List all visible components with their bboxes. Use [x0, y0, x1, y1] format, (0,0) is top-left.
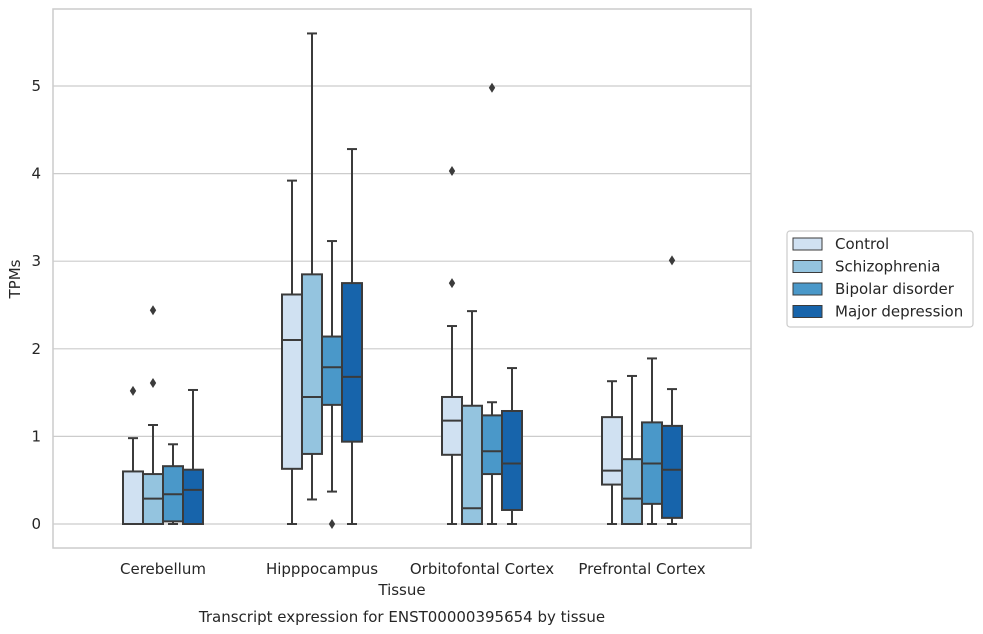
box-iqr [341, 282, 363, 443]
box-bipolar-disorder [162, 443, 184, 525]
legend-frame [786, 230, 974, 328]
x-axis-ticks: Cerebellum Hipppocampus Orbitofontal Corte… [120, 560, 706, 578]
legend-label: Control [835, 235, 889, 253]
x-tick-label: Orbitofontal Cortex [410, 560, 554, 578]
box-schizophrenia [621, 374, 643, 525]
box-schizophrenia [142, 305, 164, 525]
box-iqr [461, 404, 483, 525]
y-tick-label: 4 [31, 165, 41, 183]
box-control [601, 380, 623, 525]
outlier-point [488, 82, 496, 93]
x-tick-label: Prefrontal Cortex [578, 560, 705, 578]
box-bipolar-disorder [321, 240, 343, 529]
y-axis-ticks: 0 1 2 3 4 5 [31, 77, 41, 533]
box-control [122, 385, 144, 526]
legend-swatch [792, 237, 823, 251]
y-tick-label: 5 [31, 77, 41, 95]
outlier-point [149, 305, 157, 316]
y-axis-label: TPMs [6, 259, 24, 299]
box-iqr [501, 409, 523, 511]
outlier-point [668, 255, 676, 266]
x-tick-label: Cerebellum [120, 560, 206, 578]
box-plots [122, 32, 683, 529]
box-schizophrenia [301, 32, 323, 501]
box-iqr [621, 458, 643, 525]
box-iqr [301, 273, 323, 455]
box-iqr [441, 395, 463, 456]
box-iqr [661, 424, 683, 519]
box-major-depression [341, 148, 363, 525]
box-bipolar-disorder [641, 357, 663, 525]
outlier-point [328, 519, 336, 529]
legend-label: Bipolar disorder [835, 280, 955, 298]
box-major-depression [661, 255, 683, 525]
x-axis-label: Tissue [377, 581, 425, 599]
y-tick-label: 2 [31, 340, 41, 358]
box-iqr [182, 468, 204, 525]
outlier-point [448, 278, 456, 289]
box-major-depression [182, 388, 204, 525]
plot-frame [52, 8, 752, 549]
legend-label: Schizophrenia [835, 258, 940, 276]
outlier-point [129, 385, 137, 396]
box-iqr [601, 416, 623, 486]
box-control [281, 179, 303, 525]
box-major-depression [501, 367, 523, 525]
legend: Control Schizophrenia Bipolar disorder Majo… [786, 230, 974, 328]
box-bipolar-disorder [481, 82, 503, 525]
y-tick-label: 1 [31, 427, 41, 445]
box-control [441, 165, 463, 525]
outlier-point [149, 377, 157, 388]
legend-swatch [792, 282, 823, 296]
x-tick-label: Hipppocampus [266, 560, 378, 578]
box-schizophrenia [461, 310, 483, 525]
legend-swatch [792, 305, 823, 318]
box-iqr [281, 293, 303, 470]
y-tick-label: 3 [31, 252, 41, 270]
legend-label: Major depression [835, 303, 963, 321]
chart-title: Transcript expression for ENST0000039565… [198, 608, 605, 626]
box-iqr [481, 414, 503, 476]
box-iqr [122, 470, 144, 526]
legend-swatch [792, 260, 823, 273]
y-tick-label: 0 [31, 515, 41, 533]
outlier-point [448, 165, 456, 176]
box-iqr [321, 335, 343, 406]
